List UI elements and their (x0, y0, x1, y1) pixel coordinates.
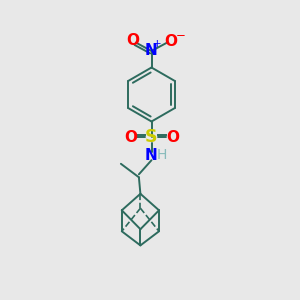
Text: O: O (126, 33, 140, 48)
Text: −: − (176, 29, 186, 43)
Text: H: H (156, 148, 167, 162)
Text: +: + (153, 39, 161, 50)
Text: S: S (145, 128, 158, 146)
Text: N: N (145, 148, 157, 163)
Text: O: O (164, 34, 177, 49)
Text: O: O (124, 130, 137, 145)
Text: N: N (145, 43, 158, 58)
Text: O: O (166, 130, 179, 145)
